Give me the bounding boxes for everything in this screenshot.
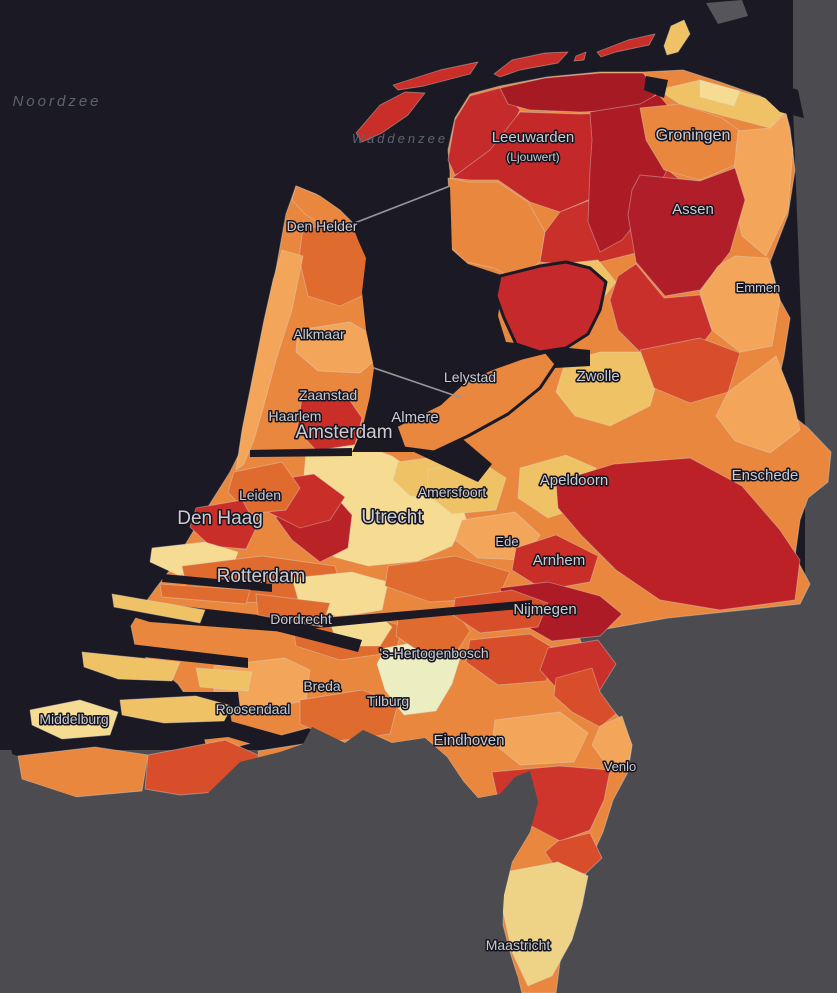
city-label-tilburg: Tilburg [367, 693, 409, 709]
grevelingen [78, 638, 248, 668]
zuid-beveland[interactable] [119, 695, 233, 724]
city-label--s-hertogenbosch: 's-Hertogenbosch [379, 645, 488, 661]
assen-region[interactable] [627, 167, 746, 297]
city-label-breda: Breda [303, 678, 341, 694]
terschelling-island[interactable] [493, 51, 569, 78]
walcheren-island[interactable] [29, 699, 119, 740]
griend-island[interactable] [573, 51, 587, 62]
dollard [763, 80, 804, 118]
texel-island[interactable] [355, 91, 426, 143]
city-label-enschede: Enschede [732, 467, 799, 484]
zwolle-region[interactable] [555, 351, 661, 427]
flevoland-polder[interactable] [394, 350, 558, 454]
uden-region[interactable] [465, 633, 559, 686]
venlo-region[interactable] [591, 715, 633, 769]
city-label-maastricht: Maastricht [486, 937, 551, 953]
belgium-border-land [0, 727, 538, 993]
city-label-emmen: Emmen [736, 280, 781, 295]
city-label-den-helder: Den Helder [287, 218, 358, 234]
arnhem-region[interactable] [511, 534, 599, 591]
zeeuws-vlaanderen-west[interactable] [17, 746, 149, 798]
city-label-assen: Assen [672, 201, 714, 218]
twente-north[interactable] [715, 355, 801, 454]
nieuwe-waterweg [162, 574, 272, 592]
city-label-nijmegen: Nijmegen [513, 601, 576, 618]
schiermonnikoog-island[interactable] [663, 19, 691, 56]
city-label--ljouwert-: (Ljouwert) [506, 150, 559, 164]
schouwen-island[interactable] [81, 651, 181, 682]
city-label-arnhem: Arnhem [533, 552, 586, 569]
city-label-alkmaar: Alkmaar [293, 326, 345, 342]
eindhoven-east[interactable] [491, 711, 589, 766]
city-label-lelystad: Lelystad [444, 369, 496, 385]
afsluitdijk-line [351, 185, 451, 225]
city-label-dordrecht: Dordrecht [270, 611, 332, 627]
zuid-limburg-region[interactable] [502, 861, 589, 987]
city-label-almere: Almere [391, 409, 439, 426]
city-label-apeldoorn: Apeldoorn [540, 472, 608, 489]
ijsselmeer-markermeer [352, 186, 590, 482]
venray-region[interactable] [553, 667, 617, 728]
maas-waal-rivers [276, 600, 532, 632]
noordoostpolder[interactable] [494, 260, 608, 354]
city-label-leeuwarden: Leeuwarden [492, 129, 575, 146]
city-label-zwolle: Zwolle [576, 368, 619, 385]
water-label-waddenzee: Waddenzee [352, 131, 448, 146]
water-label-noordzee: Noordzee [12, 93, 101, 110]
city-label-amersfoort: Amersfoort [418, 484, 487, 500]
alkmaar-region[interactable] [295, 321, 381, 374]
city-label-roosendaal: Roosendaal [216, 701, 291, 717]
tholen-island[interactable] [195, 667, 253, 692]
city-label-eindhoven: Eindhoven [434, 732, 505, 749]
city-label-utrecht: Utrecht [361, 507, 423, 528]
den-haag-region[interactable] [189, 499, 258, 550]
hoeksche-waard[interactable] [255, 593, 331, 628]
city-label-zaanstad: Zaanstad [299, 387, 357, 403]
city-label-haarlem: Haarlem [269, 408, 322, 424]
city-label-rotterdam: Rotterdam [217, 566, 306, 587]
breda-region[interactable] [299, 689, 399, 742]
groningen-coast-pale[interactable] [699, 79, 741, 107]
ameland-island[interactable] [596, 33, 656, 58]
city-label-amsterdam: Amsterdam [295, 422, 392, 443]
achterhoek-region[interactable] [555, 457, 801, 611]
noordzeekanaal [250, 448, 352, 457]
borkum-island [706, 0, 748, 24]
city-label-middelburg: Middelburg [39, 711, 108, 727]
city-label-leiden: Leiden [239, 487, 281, 503]
leiden-region[interactable] [227, 461, 301, 515]
vlieland-island[interactable] [392, 61, 479, 91]
emmen-region[interactable] [699, 255, 781, 353]
voorne-island[interactable] [159, 583, 251, 605]
city-label-groningen: Groningen [656, 127, 731, 144]
lauwersmeer [644, 76, 668, 98]
goeree-island[interactable] [111, 593, 206, 624]
city-label-venlo: Venlo [604, 759, 637, 774]
city-label-den-haag: Den Haag [177, 508, 263, 529]
noordholland-coast[interactable] [235, 249, 304, 471]
houtribdijk-line [373, 367, 463, 399]
city-label-ede: Ede [495, 534, 518, 549]
